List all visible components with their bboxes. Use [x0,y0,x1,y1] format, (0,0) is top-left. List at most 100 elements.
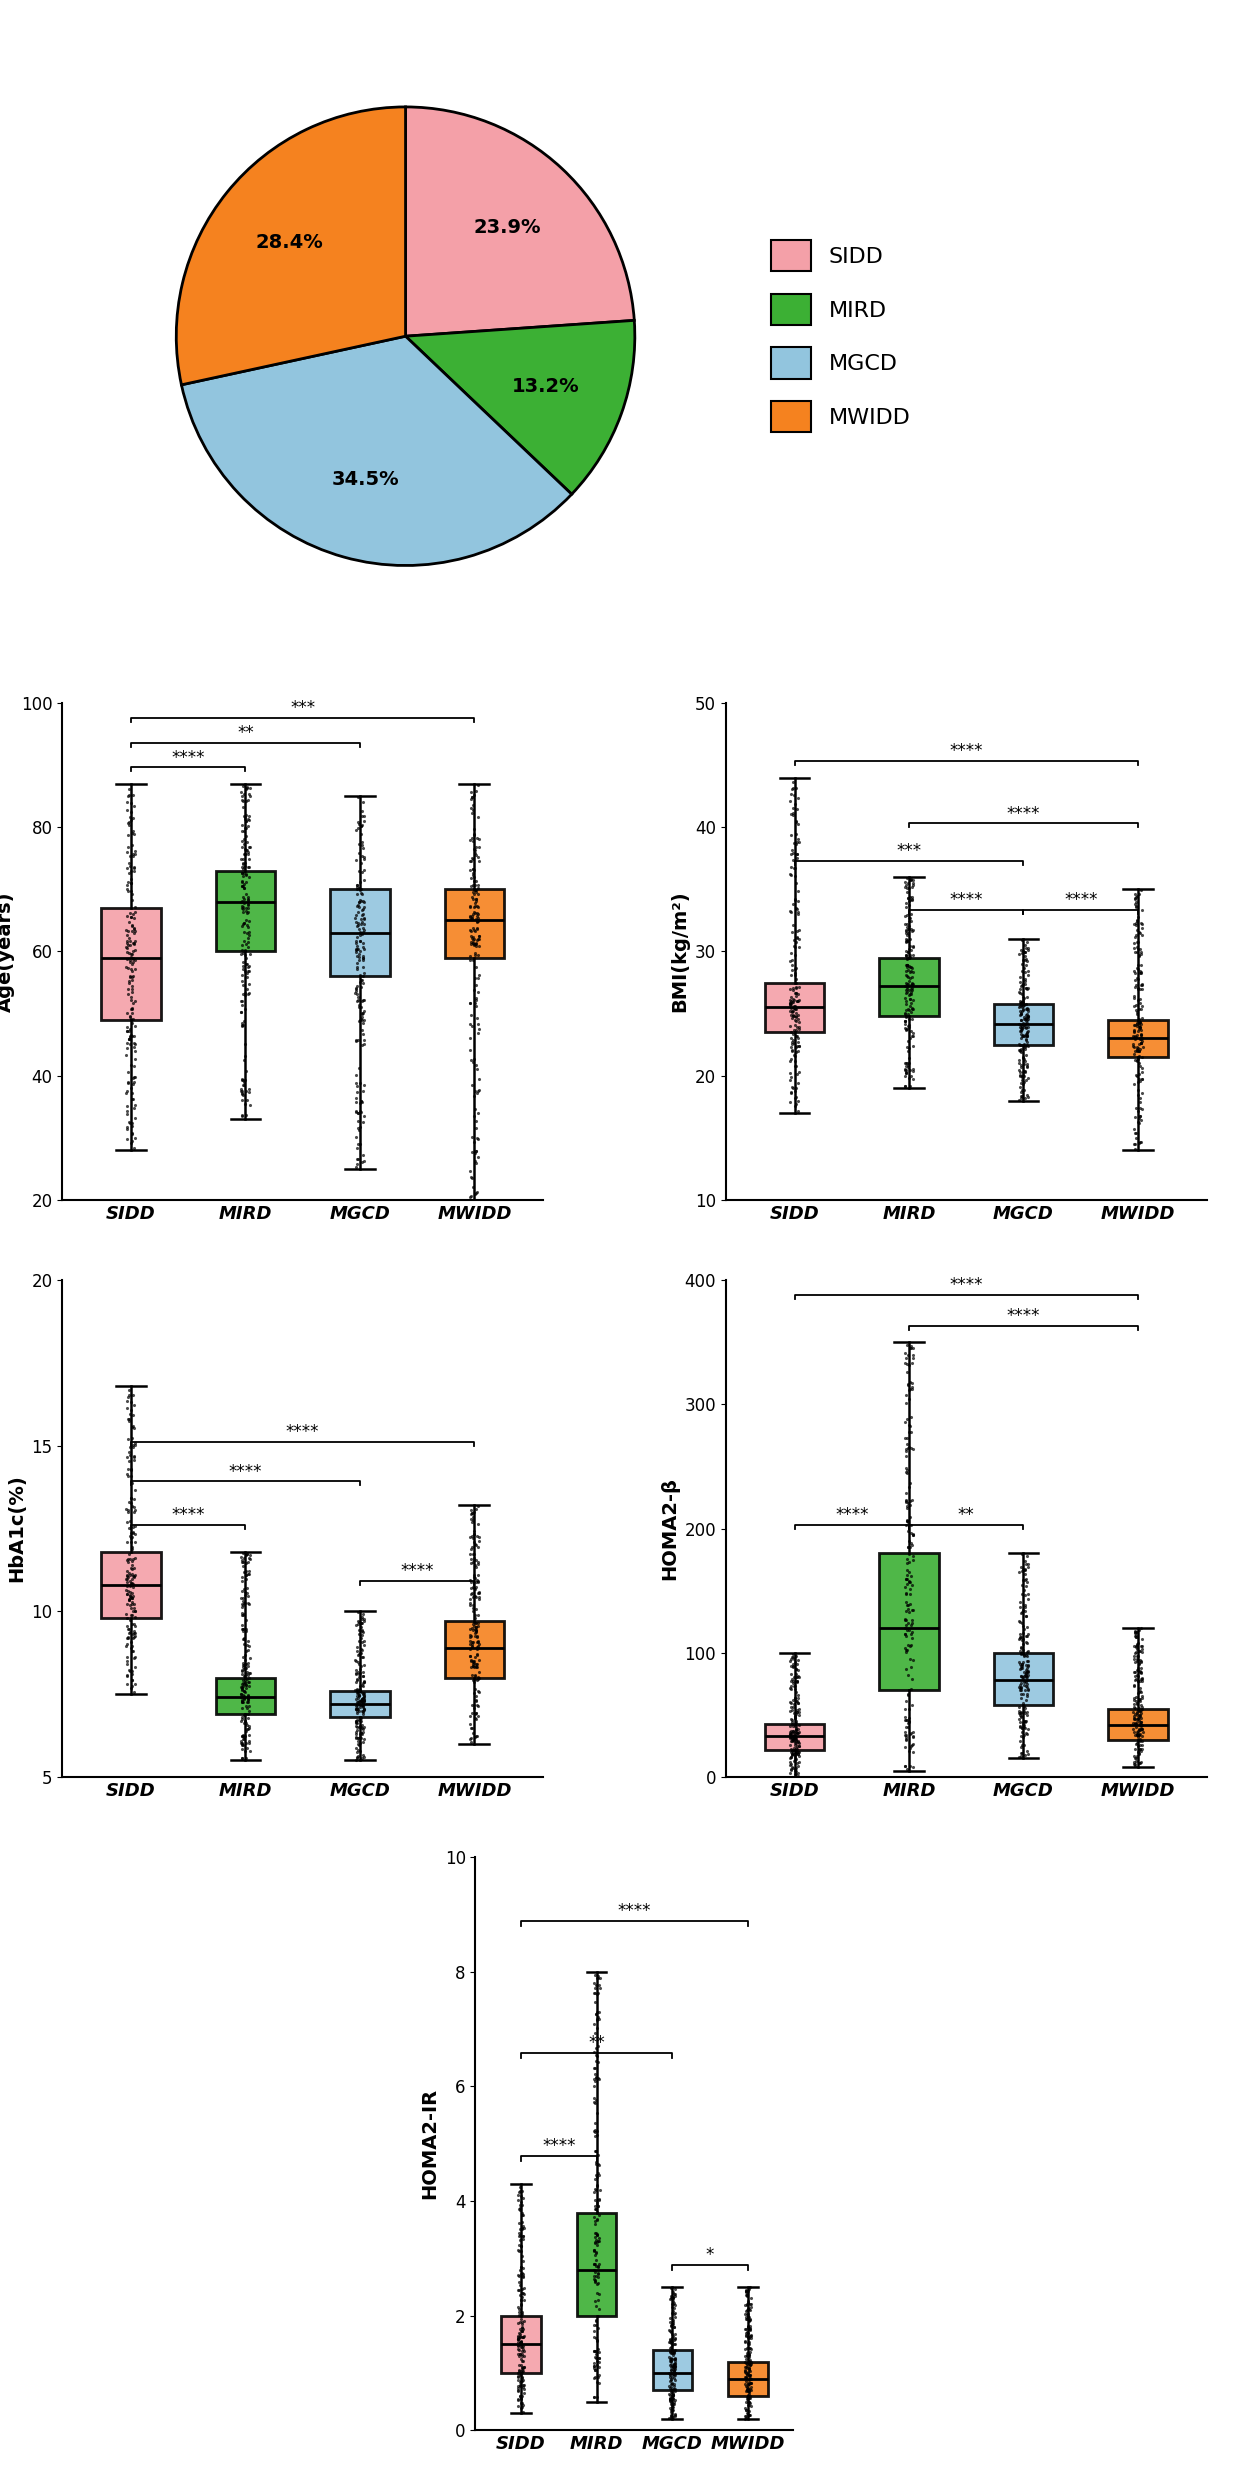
Point [901,1627,921,1667]
Point [588,2244,608,2284]
Point [786,813,806,853]
Point [587,2225,607,2264]
Point [1126,1114,1146,1153]
Point [1014,1052,1034,1091]
Point [466,1101,486,1141]
Point [782,1637,802,1676]
Point [787,999,807,1039]
Point [119,940,139,980]
Point [585,2257,605,2296]
Point [464,861,484,900]
Point [664,2351,684,2391]
Point [740,2363,760,2403]
Point [233,811,253,851]
Point [1128,1037,1148,1076]
Point [789,1741,809,1781]
Point [510,2324,530,2363]
Point [1130,1716,1149,1756]
Point [1016,990,1036,1029]
Point [1123,1696,1143,1736]
Point [231,1580,251,1619]
Point [661,2354,680,2393]
Point [117,1389,137,1428]
Point [586,2048,606,2088]
Point [1009,987,1029,1027]
Point [346,1654,366,1694]
Point [353,1694,373,1734]
Point [240,1731,260,1771]
Text: ****: **** [229,1463,262,1481]
Point [1018,1696,1037,1736]
Point [787,1639,807,1679]
Point [353,1689,373,1729]
Point [787,1734,807,1773]
Point [1127,1681,1147,1721]
Point [346,1719,366,1758]
Point [1131,1709,1151,1748]
Point [585,2349,605,2388]
Point [234,883,254,923]
Point [1014,987,1034,1027]
Point [231,1738,251,1778]
Point [666,2294,685,2334]
Point [1011,1696,1031,1736]
Point [513,2274,532,2314]
Point [741,2386,761,2425]
Point [780,1714,800,1753]
Point [468,1136,488,1176]
Point [903,1716,923,1756]
Point [664,2306,684,2346]
Point [899,1535,919,1575]
Point [351,915,371,955]
Point [1128,1029,1148,1069]
Point [780,1084,800,1123]
Point [1009,1004,1029,1044]
Point [736,2329,756,2368]
Point [351,1696,371,1736]
Point [1015,932,1035,972]
Point [586,2232,606,2272]
Point [468,908,488,947]
Point [126,1426,146,1466]
Point [785,975,805,1014]
Point [124,1587,144,1627]
Point [896,1649,916,1689]
Point [785,1667,805,1706]
Point [739,2344,759,2383]
Point [348,1614,368,1654]
Point [460,841,480,880]
Point [238,880,258,920]
Point [898,1364,918,1404]
Point [239,848,259,888]
Point [352,895,372,935]
Point [780,1699,800,1738]
Point [899,1329,919,1369]
Point [785,952,805,992]
Point [124,1548,144,1587]
Point [511,2182,531,2222]
Point [903,1535,923,1575]
Point [897,1560,917,1600]
Point [736,2383,756,2423]
Point [117,1565,137,1605]
Point [468,910,488,950]
Point [901,920,921,960]
Point [1010,1587,1030,1627]
Point [236,1667,256,1706]
Text: ***: *** [290,699,315,717]
Point [664,2383,684,2423]
Point [903,935,923,975]
Point [1016,1676,1036,1716]
Point [117,1627,137,1667]
Point [1015,945,1035,985]
Point [462,776,481,816]
Point [897,1748,917,1788]
Point [510,2309,530,2349]
Point [1130,1089,1149,1128]
Point [117,1071,137,1111]
Point [1126,1017,1146,1056]
Point [1125,1012,1144,1052]
Point [1010,1662,1030,1701]
Point [902,1366,922,1406]
Point [586,1994,606,2034]
